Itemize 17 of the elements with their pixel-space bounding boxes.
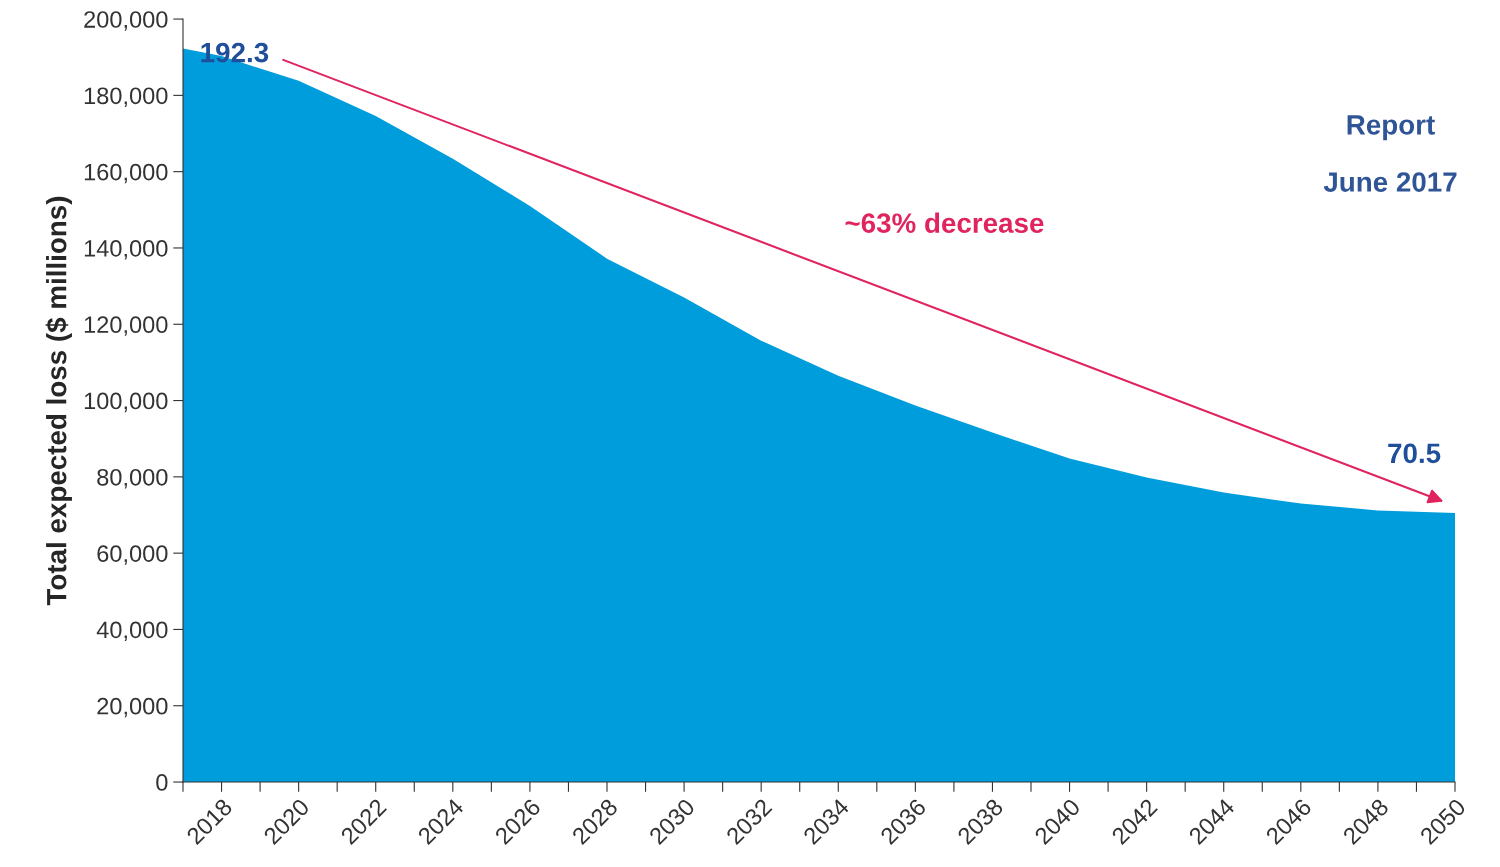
y-tick-label: 20,000 [97, 697, 168, 718]
y-tick-label: 180,000 [84, 87, 168, 107]
y-tick-label: 100,000 [84, 392, 168, 413]
y-axis-title: Total expected loss ($ millions) [45, 196, 72, 606]
y-tick-label: 120,000 [84, 316, 168, 336]
annotation: Report [1347, 115, 1435, 141]
y-tick-label: 140,000 [84, 240, 168, 260]
y-tick-label: 0 [156, 774, 168, 791]
y-tick-label: 80,000 [97, 468, 168, 489]
y-tick-label: 60,000 [97, 545, 168, 565]
y-tick-label: 40,000 [96, 621, 168, 642]
annotation: June 2017 [1323, 172, 1457, 192]
y-tick-label: 160,000 [84, 163, 168, 184]
annotation: 70.5 [1388, 443, 1441, 464]
annotation: 192.3 [201, 42, 269, 63]
annotation: ~63% decrease [845, 212, 1044, 234]
y-tick-label: 200,000 [84, 11, 168, 31]
